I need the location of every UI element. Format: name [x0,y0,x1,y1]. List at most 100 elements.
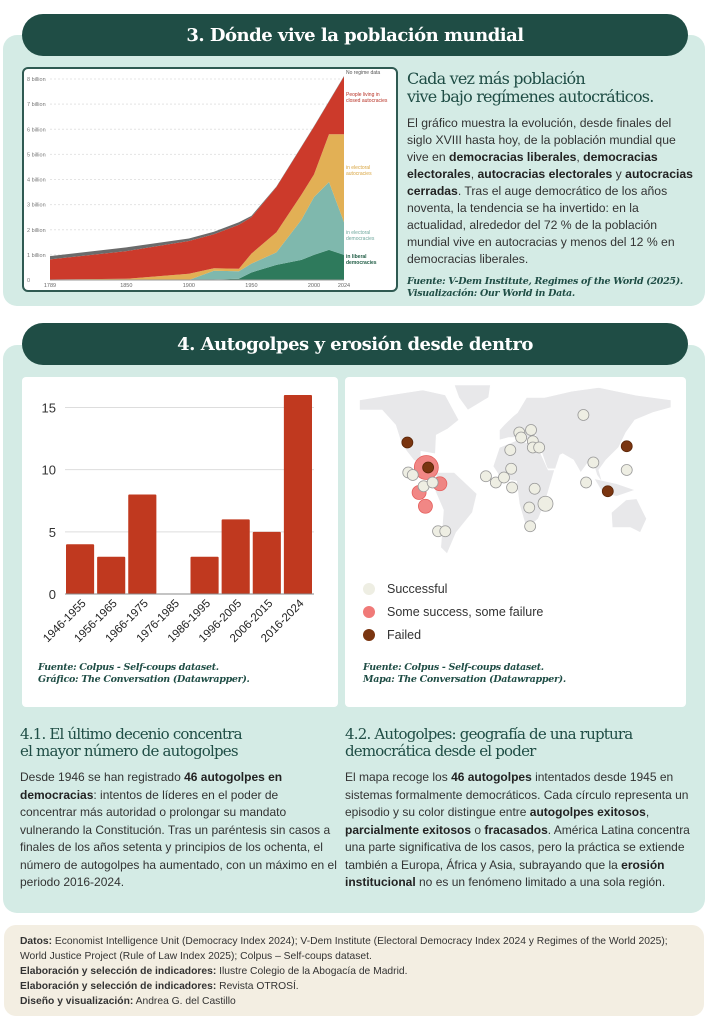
credits-footer: Datos: Economist Intelligence Unit (Demo… [4,925,704,1016]
legend-item-successful: Successful [363,577,543,600]
text-segment: , [470,167,478,181]
bar [283,395,312,594]
text-segment: : intentos de líderes en el poder de con… [20,787,337,890]
column-4-2-heading: 4.2. Autogolpes: geografía de una ruptur… [345,726,690,760]
text-segment: no es un fenómeno limitado a una sola re… [415,875,666,889]
bar [221,519,250,594]
x-tick-label: 2024 [338,283,350,289]
coup-marker-successful[interactable] [620,464,633,476]
coup-marker-failed[interactable] [601,485,614,498]
landmass [611,498,647,533]
area-series-3 [50,76,344,280]
legend-label: Successful [387,581,448,596]
text-segment: , [576,150,584,164]
coup-marker-successful[interactable] [533,441,546,454]
coup-marker-successful[interactable] [504,444,517,456]
coup-marker-successful[interactable] [525,424,537,436]
coup-marker-successful[interactable] [406,469,419,481]
heading-line: democrática desde el poder [345,742,536,760]
population-area-chart: 0 1 billion 2 billion 3 billion 4 billion 5 b… [27,70,388,289]
bar [66,544,95,594]
heading-line: 4.1. El último decenio concentra [20,725,243,743]
bold-text: democracias liberales [449,150,577,164]
coup-marker-successful[interactable] [506,481,518,494]
area-series-0 [50,249,344,280]
section-3-heading: Cada vez más población vive bajo regímen… [407,70,693,106]
coup-marker-failed[interactable] [401,436,414,449]
text-segment: o [471,822,485,837]
coup-marker-successful[interactable] [480,470,492,483]
column-4-1-heading: 4.1. El último decenio concentra el mayo… [20,726,338,760]
section-3-title: 3. Dónde vive la población mundial [22,14,688,56]
legend-dot-icon [363,605,375,618]
coup-marker-successful[interactable] [523,501,536,514]
x-tick-label: 1789 [44,283,56,289]
series-label: in electoral [346,165,370,171]
bold-text: autogolpes exitosos [529,805,646,819]
coup-marker-failed[interactable] [620,440,633,453]
section-3-text: Cada vez más población vive bajo regímen… [407,70,693,300]
bar [252,531,281,594]
landmass [359,389,460,476]
credit-label: Datos: [20,936,53,947]
heading-line: el mayor número de autogolpes [20,742,239,760]
y-tick-label: 0 [49,587,56,602]
bold-text: erosión institucional [345,857,665,890]
coup-marker-successful[interactable] [537,495,554,512]
coup-marker-successful[interactable] [577,409,590,421]
coup-marker-successful[interactable] [439,525,452,538]
text-segment: El gráfico muestra la evolución, desde f… [407,116,676,164]
text-segment: El mapa recoge los [345,770,452,784]
y-tick-label: 5 [49,525,56,540]
bold-text: 46 autogolpes [451,770,532,784]
bold-text: democracias electorales [407,150,658,181]
heading-line: Cada vez más población [407,69,586,88]
coup-marker-successful[interactable] [505,462,518,475]
coup-marker-successful[interactable] [524,520,537,533]
y-tick-label: 10 [42,463,56,478]
map-legend: Successful Some success, some failure Fail… [363,577,543,646]
y-tick-label: 8 billion [27,77,46,83]
coup-marker-successful[interactable] [528,482,541,495]
credit-line: Diseño y visualización: Andrea G. del Ca… [20,994,688,1009]
column-4-1: 4.1. El último decenio concentra el mayo… [20,726,338,892]
credit-text: Revista OTROSÍ. [216,981,299,992]
coup-marker-successful[interactable] [580,476,593,489]
y-tick-label: 6 billion [27,127,46,133]
y-tick-label: 15 [42,400,56,415]
bold-text: autocracias electorales [477,167,613,181]
column-4-2-paragraph: El mapa recoge los 46 autogolpes intenta… [345,769,690,892]
source-line: Mapa: The Conversation (Datawrapper). [363,674,566,685]
heading-line: 4.2. Autogolpes: geografía de una ruptur… [345,725,633,743]
coup-marker-successful[interactable] [587,456,600,469]
self-coups-world-map [359,384,672,555]
coup-marker-failed[interactable] [422,461,435,474]
y-tick-label: 3 billion [27,203,46,209]
y-tick-label: 1 billion [27,253,46,259]
bar [97,556,126,594]
legend-dot-icon [363,582,375,595]
credit-label: Elaboración y selección de indicadores: [20,966,217,977]
coup-marker-some[interactable] [418,498,433,514]
map-card: Successful Some success, some failure Fail… [345,377,686,707]
series-label: No regime data [346,70,380,76]
self-coups-bar-chart: 0510151946-19551956-19651966-19751976-19… [41,395,314,645]
coup-marker-successful[interactable] [426,476,439,489]
text-segment: intentados desde 1945 en sistemas formal… [345,770,689,819]
bold-text: autocracias cerradas [407,167,693,198]
x-tick-label: 1850 [120,283,132,289]
y-tick-label: 5 billion [27,152,46,158]
coup-marker-successful[interactable] [498,471,510,484]
y-tick-label: 2 billion [27,228,46,234]
y-tick-label: 7 billion [27,102,46,108]
section-4-title: 4. Autogolpes y erosión desde dentro [22,323,688,365]
coup-marker-successful[interactable] [515,431,528,444]
source-line: Gráfico: The Conversation (Datawrapper). [38,674,250,685]
bar [190,556,219,594]
series-label: in electoral [346,230,370,236]
credit-line: Datos: Economist Intelligence Unit (Demo… [20,934,688,964]
y-tick-label: 0 [27,278,30,284]
column-4-1-paragraph: Desde 1946 se han registrado 46 autogolp… [20,769,338,892]
y-tick-label: 4 billion [27,178,46,184]
credit-label: Elaboración y selección de indicadores: [20,981,217,992]
